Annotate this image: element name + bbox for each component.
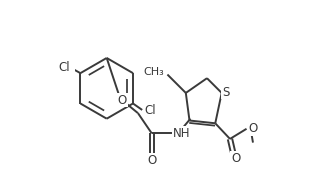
Text: O: O <box>248 122 258 135</box>
Text: Cl: Cl <box>59 61 70 74</box>
Text: O: O <box>147 154 157 167</box>
Text: NH: NH <box>173 127 190 140</box>
Text: CH₃: CH₃ <box>143 67 164 77</box>
Text: O: O <box>118 94 127 107</box>
Text: Cl: Cl <box>144 104 156 117</box>
Text: O: O <box>231 152 240 165</box>
Text: S: S <box>222 86 229 98</box>
